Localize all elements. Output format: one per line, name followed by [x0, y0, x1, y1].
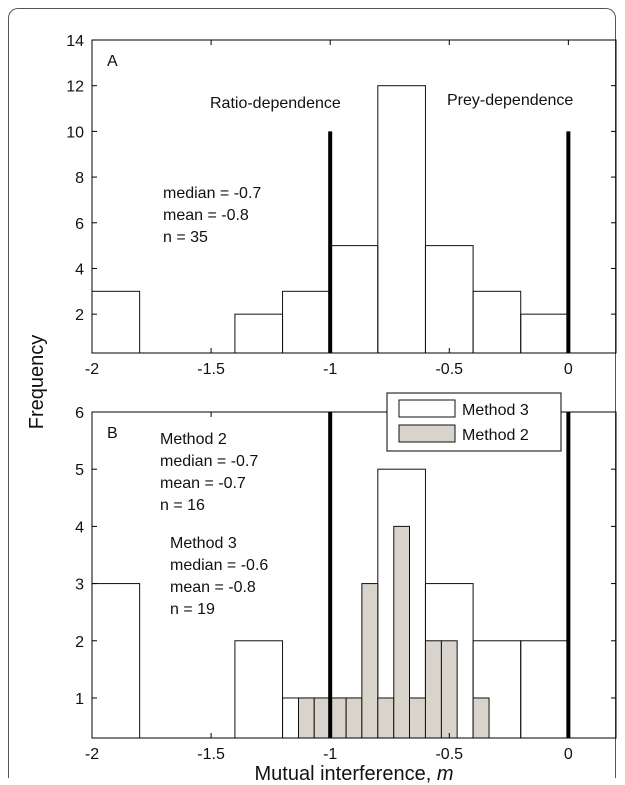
x-axis-title-text: Mutual interference,: [255, 763, 437, 785]
stats-annotation: n = 35: [163, 229, 208, 246]
legend-swatch: [398, 424, 456, 443]
histogram-bar-method-2: [472, 697, 490, 739]
stats-annotation: Method 3: [170, 535, 237, 552]
x-tick-label: -1: [323, 746, 337, 763]
panel-label: A: [107, 53, 118, 70]
x-tick-label: 0: [564, 746, 573, 763]
histogram-bar-method-2: [408, 697, 426, 739]
stats-annotation: Method 2: [160, 431, 227, 448]
x-tick-label: -1: [323, 361, 337, 378]
y-tick-label: 4: [75, 261, 84, 278]
y-tick-label: 2: [75, 307, 84, 324]
histogram-bar-method-2: [424, 640, 442, 739]
x-axis-title-variable: m: [437, 763, 454, 785]
x-tick-label: -2: [85, 361, 99, 378]
y-axis-title: Frequency: [26, 335, 48, 430]
legend-label: Method 2: [462, 427, 529, 444]
histogram-bar-method-2: [440, 640, 458, 739]
reference-label-prey: Prey-dependence: [447, 92, 573, 109]
histogram-bar-method-2: [361, 583, 379, 739]
histogram-bar-method-2: [377, 697, 395, 739]
x-axis-title: Mutual interference, m: [255, 763, 454, 785]
x-tick-label: -1.5: [197, 361, 225, 378]
stats-annotation: n = 16: [160, 497, 205, 514]
histogram-bar-panel-a: [472, 290, 522, 354]
legend-label: Method 3: [462, 402, 529, 419]
y-tick-label: 6: [75, 216, 84, 233]
histogram-bar-method-3: [234, 640, 284, 739]
histogram-bar-panel-a: [520, 313, 569, 354]
y-tick-label: 4: [75, 519, 84, 536]
y-tick-label: 10: [66, 124, 84, 141]
y-tick-label: 3: [75, 577, 84, 594]
x-tick-label: -0.5: [435, 746, 463, 763]
reference-label-ratio: Ratio-dependence: [210, 95, 341, 112]
histogram-bar-method-2: [329, 697, 347, 739]
panel-label: B: [107, 425, 118, 442]
stats-annotation: mean = -0.8: [170, 579, 256, 596]
y-tick-label: 8: [75, 170, 84, 187]
histogram-bar-panel-a: [282, 290, 331, 354]
stats-annotation: median = -0.7: [163, 185, 261, 202]
histogram-bar-method-3: [91, 583, 141, 739]
y-tick-label: 1: [75, 691, 84, 708]
y-tick-label: 6: [75, 405, 84, 422]
y-tick-label: 12: [66, 79, 84, 96]
plot-area-frame: [91, 39, 617, 354]
x-tick-label: -0.5: [435, 361, 463, 378]
stats-annotation: mean = -0.8: [163, 207, 249, 224]
y-tick-label: 5: [75, 462, 84, 479]
stats-annotation: mean = -0.7: [160, 475, 246, 492]
histogram-bar-method-2: [298, 697, 315, 739]
histogram-bar-method-2: [345, 697, 363, 739]
x-tick-label: -1.5: [197, 746, 225, 763]
plot-area-frame: [91, 411, 617, 739]
histogram-bar-panel-a: [91, 290, 141, 354]
x-tick-label: 0: [564, 361, 573, 378]
legend-swatch: [398, 399, 456, 418]
stats-annotation: median = -0.7: [160, 453, 258, 470]
histogram-bar-panel-a: [329, 245, 379, 354]
y-tick-label: 14: [66, 33, 84, 50]
y-tick-label: 2: [75, 634, 84, 651]
stats-annotation: n = 19: [170, 601, 215, 618]
stats-annotation: median = -0.6: [170, 557, 268, 574]
histogram-bar-panel-a: [424, 245, 474, 354]
histogram-bar-method-2: [393, 525, 410, 739]
histogram-bar-panel-a: [234, 313, 284, 354]
histogram-bar-panel-a: [377, 85, 426, 354]
histogram-bar-method-2: [313, 697, 331, 739]
x-tick-label: -2: [85, 746, 99, 763]
histogram-bar-method-3: [520, 640, 569, 739]
figure-frame: [8, 8, 616, 778]
